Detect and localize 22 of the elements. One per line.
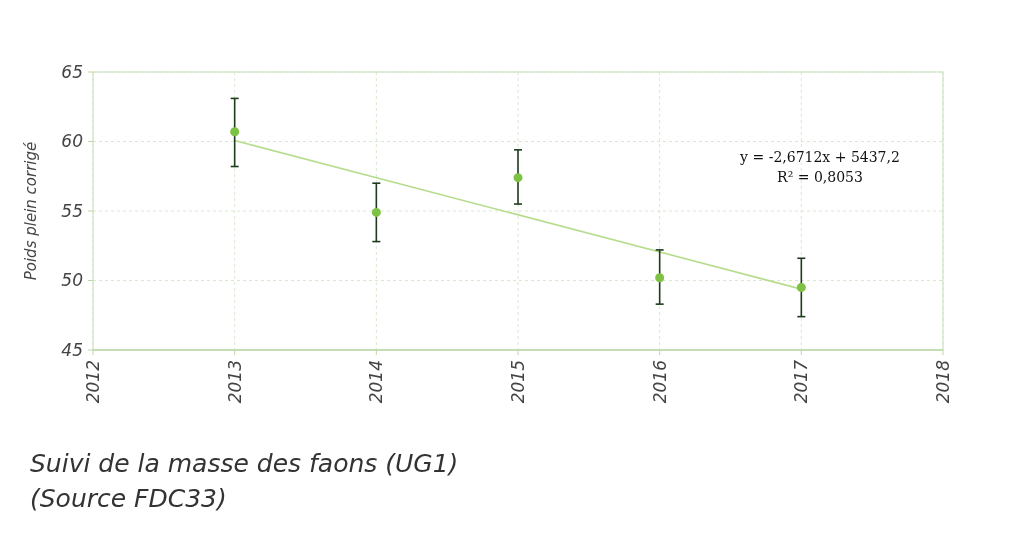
x-tick-label: 2014 — [366, 360, 387, 404]
y-axis-title: Poids plein corrigé — [22, 141, 40, 281]
x-tick-label: 2017 — [791, 359, 812, 404]
text: (Source FDC33) — [30, 484, 227, 513]
y-tick-label: 65 — [61, 61, 83, 82]
point — [513, 173, 523, 183]
x-tick-label: 2018 — [932, 359, 953, 404]
point — [796, 282, 806, 292]
y-tick-label: 60 — [61, 131, 83, 152]
point — [371, 207, 381, 217]
y-tick-label: 45 — [61, 339, 83, 360]
annotation: R² = 0,8053 — [777, 169, 863, 185]
y-tick-label: 50 — [61, 270, 83, 291]
point — [655, 273, 665, 283]
y-tick-label: 55 — [61, 200, 83, 221]
annotation: y = -2,6712x + 5437,2 — [739, 149, 900, 165]
point — [230, 127, 240, 137]
x-tick-label: 2013 — [224, 360, 245, 404]
x-tick-label: 2015 — [507, 360, 528, 404]
x-tick-label: 2016 — [649, 359, 670, 404]
text: Suivi de la masse des faons (UG1) — [30, 449, 459, 478]
x-tick-label: 2012 — [82, 360, 103, 404]
